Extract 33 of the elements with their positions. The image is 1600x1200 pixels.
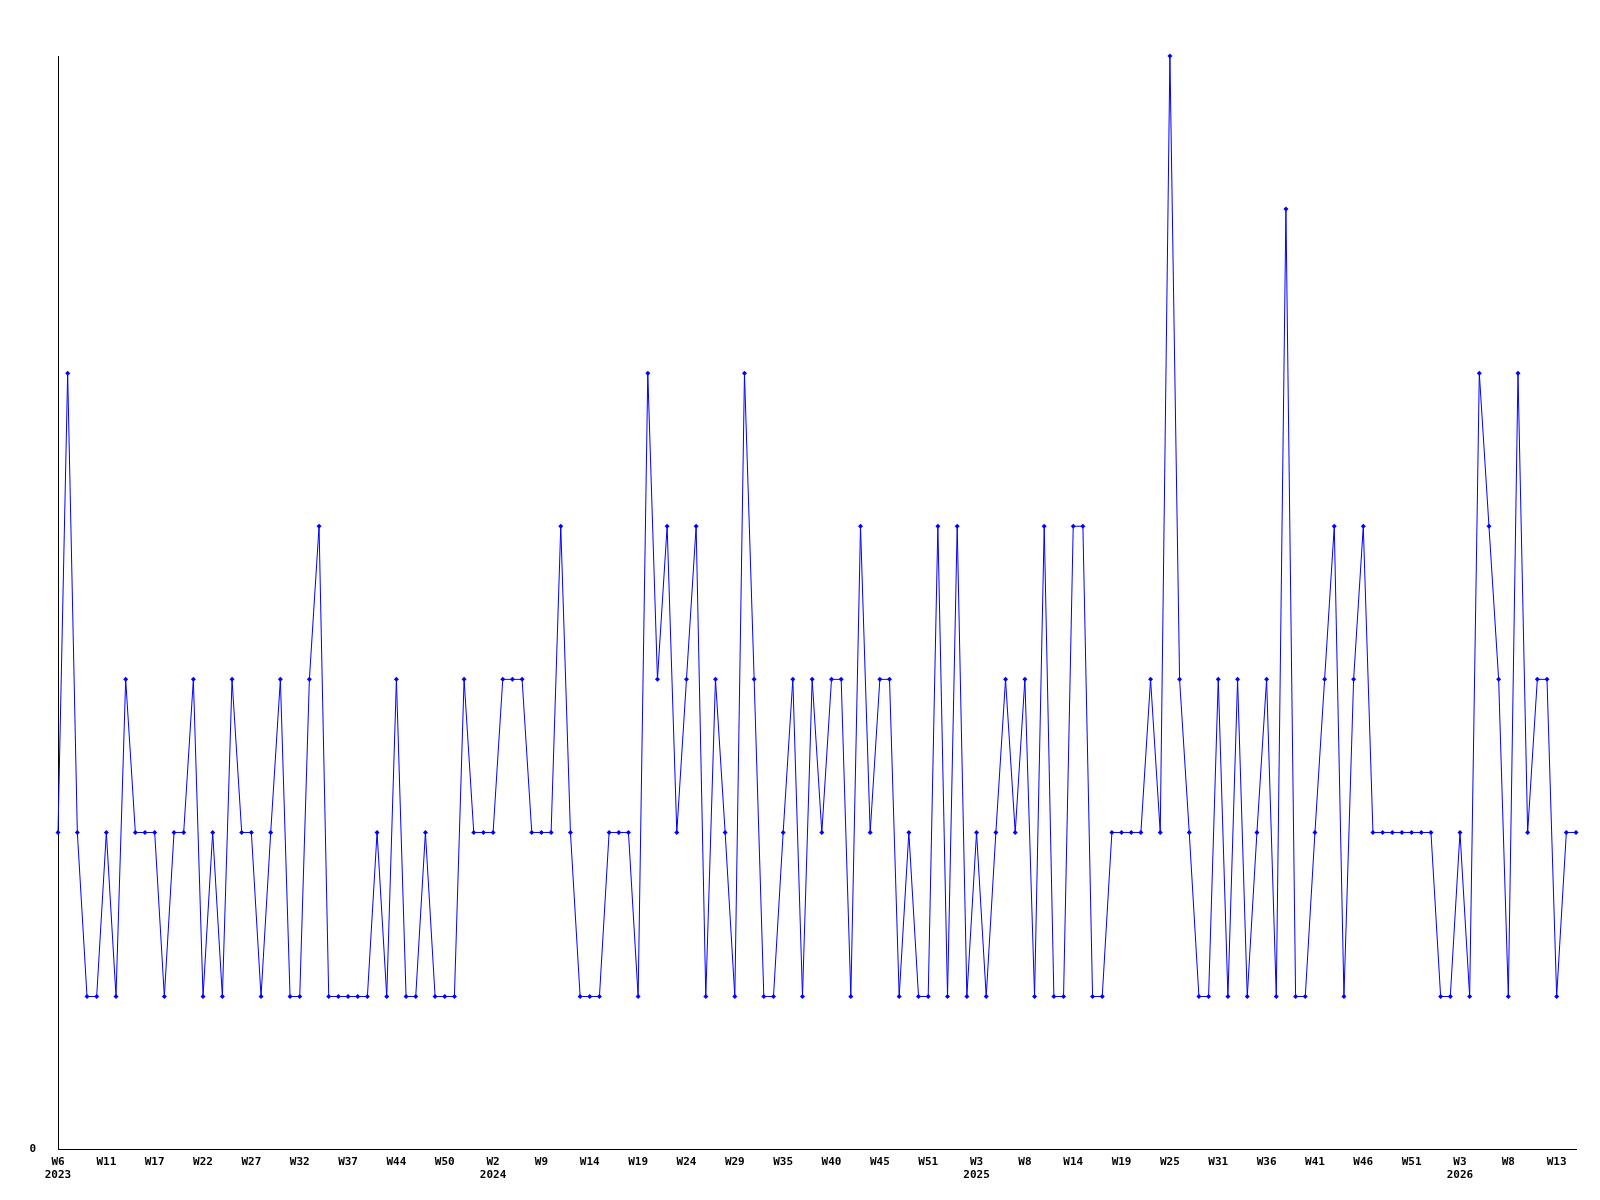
x-tick-label: W8 [1018, 1155, 1032, 1169]
x-tick-label: W2 2024 [479, 1155, 507, 1182]
x-tick-label: W36 [1256, 1155, 1277, 1169]
x-tick-label: W46 [1353, 1155, 1374, 1169]
x-tick-label: W6 2023 [44, 1155, 72, 1182]
x-tick-label: W19 [1111, 1155, 1132, 1169]
x-tick-label: W25 [1159, 1155, 1180, 1169]
x-tick-label: W51 [918, 1155, 939, 1169]
x-tick-label: W14 [579, 1155, 601, 1169]
x-tick-label: W9 [534, 1155, 549, 1169]
x-tick-label: W11 [96, 1155, 117, 1169]
x-tick-label: W31 [1208, 1155, 1229, 1169]
x-tick-label: W27 [241, 1155, 262, 1169]
x-tick-label: W29 [724, 1155, 745, 1169]
x-tick-label: W13 [1546, 1155, 1567, 1169]
x-tick-label: W8 [1501, 1155, 1515, 1169]
text: 0 [29, 1142, 36, 1156]
x-tick-label: W51 [1401, 1155, 1422, 1169]
x-tick-label: W3 2025 [963, 1155, 990, 1182]
x-tick-label: W45 [869, 1155, 890, 1169]
x-tick-label: W44 [386, 1155, 407, 1169]
x-tick-label: W19 [628, 1155, 649, 1169]
x-tick-label: W24 [676, 1155, 697, 1169]
x-tick-label: W14 [1063, 1155, 1084, 1169]
x-tick-label: W32 [289, 1155, 310, 1169]
x-tick-label: W50 [434, 1155, 455, 1169]
x-tick-label: W3 2026 [1446, 1155, 1474, 1182]
x-tick-label: W40 [821, 1155, 842, 1169]
x-tick-label: W22 [193, 1155, 213, 1169]
x-tick-label: W17 [144, 1155, 165, 1169]
x-tick-label: W37 [338, 1155, 358, 1169]
x-tick-label: W41 [1305, 1155, 1326, 1169]
x-tick-label: W35 [773, 1155, 794, 1169]
